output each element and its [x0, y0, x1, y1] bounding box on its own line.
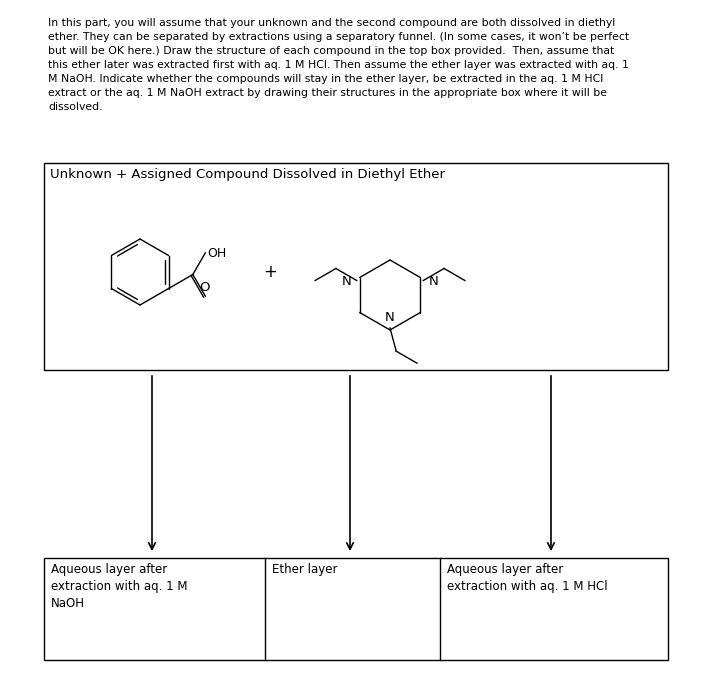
Text: +: +: [263, 263, 277, 281]
Text: N: N: [385, 311, 395, 324]
Text: In this part, you will assume that your unknown and the second compound are both: In this part, you will assume that your …: [48, 18, 629, 112]
Text: OH: OH: [207, 247, 227, 260]
Text: Ether layer: Ether layer: [272, 563, 338, 576]
Bar: [44, 163, 668, 370]
Text: N: N: [342, 275, 351, 288]
Text: Aqueous layer after
extraction with aq. 1 M HCl: Aqueous layer after extraction with aq. …: [447, 563, 608, 593]
Bar: [44, 558, 668, 660]
Text: O: O: [199, 281, 210, 294]
Text: Aqueous layer after
extraction with aq. 1 M
NaOH: Aqueous layer after extraction with aq. …: [51, 563, 187, 610]
Text: Unknown + Assigned Compound Dissolved in Diethyl Ether: Unknown + Assigned Compound Dissolved in…: [50, 168, 445, 181]
Text: N: N: [428, 275, 438, 288]
